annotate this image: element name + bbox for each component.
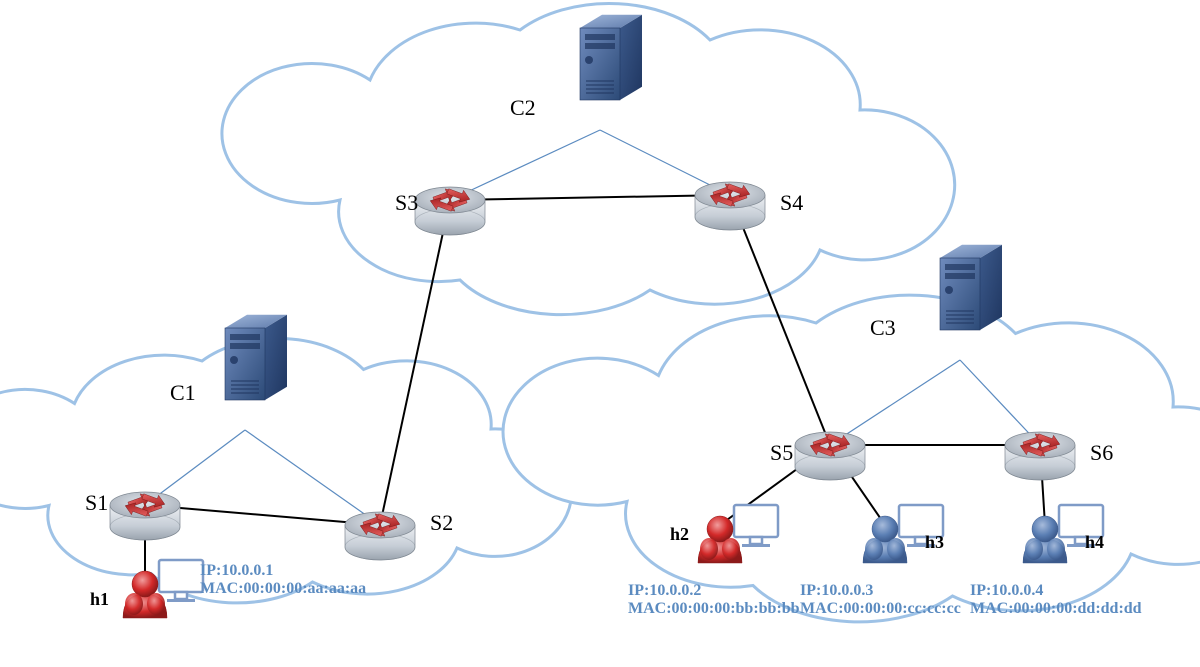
host-mac-h4: MAC:00:00:00:dd:dd:dd — [970, 600, 1142, 617]
host-label-h1: h1 — [90, 589, 109, 609]
server-C1 — [225, 315, 287, 400]
switch-S2 — [345, 510, 415, 560]
switch-S5 — [795, 430, 865, 480]
network-diagram: C2C1C3S3S4S1S2S5S6h1IP:10.0.0.1MAC:00:00… — [0, 0, 1200, 667]
server-C3 — [940, 245, 1002, 330]
switch-label-S5: S5 — [770, 440, 793, 465]
switch-label-S4: S4 — [780, 190, 803, 215]
host-label-h3: h3 — [925, 532, 944, 552]
switch-S3 — [415, 185, 485, 235]
host-ip-h1: IP:10.0.0.1 — [200, 562, 273, 579]
server-C2 — [580, 15, 642, 100]
host-mac-h2: MAC:00:00:00:bb:bb:bb — [628, 600, 800, 617]
host-ip-h4: IP:10.0.0.4 — [970, 582, 1043, 599]
switch-S1 — [110, 490, 180, 540]
switch-label-S6: S6 — [1090, 440, 1113, 465]
host-ip-h3: IP:10.0.0.3 — [800, 582, 873, 599]
switch-label-S3: S3 — [395, 190, 418, 215]
server-label-C2: C2 — [510, 95, 536, 120]
switch-S4 — [695, 180, 765, 230]
host-label-h2: h2 — [670, 524, 689, 544]
server-label-C1: C1 — [170, 380, 196, 405]
switch-label-S1: S1 — [85, 490, 108, 515]
host-mac-h3: MAC:00:00:00:cc:cc:cc — [800, 600, 961, 617]
host-label-h4: h4 — [1085, 532, 1104, 552]
host-ip-h2: IP:10.0.0.2 — [628, 582, 701, 599]
server-label-C3: C3 — [870, 315, 896, 340]
switch-S6 — [1005, 430, 1075, 480]
switch-label-S2: S2 — [430, 510, 453, 535]
host-mac-h1: MAC:00:00:00:aa:aa:aa — [200, 580, 366, 597]
